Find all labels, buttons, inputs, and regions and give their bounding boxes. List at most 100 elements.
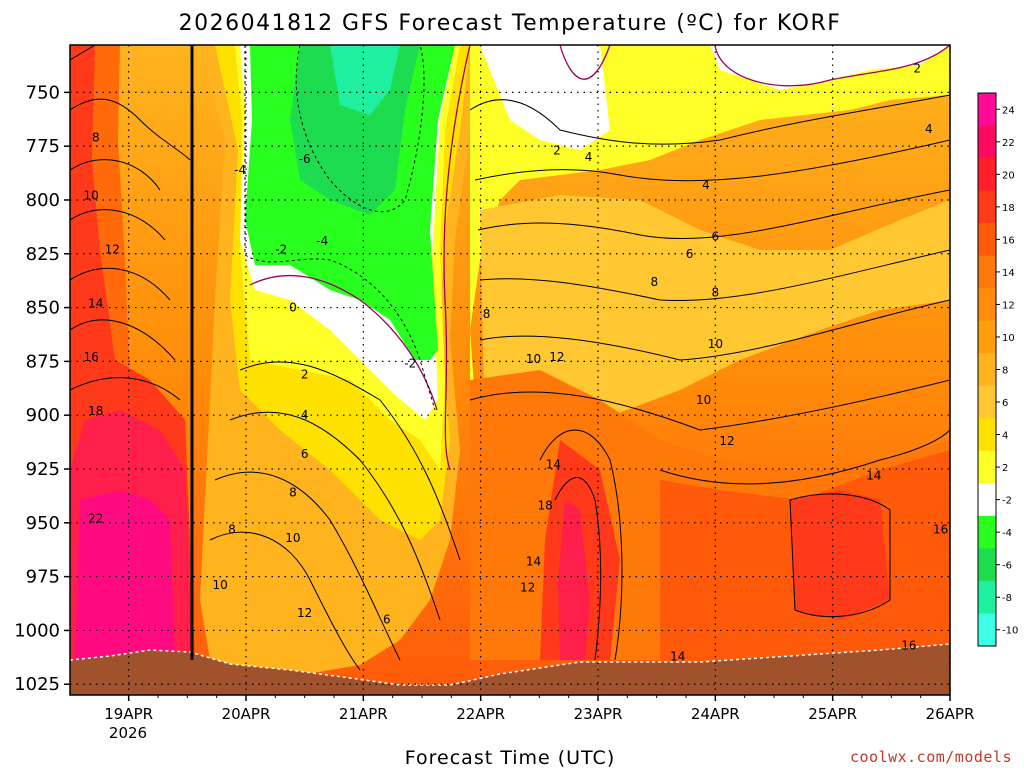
colorbar-swatch bbox=[978, 288, 996, 322]
isotherm-line bbox=[474, 139, 950, 182]
colorbar-swatch bbox=[978, 483, 996, 517]
mid-level-orange bbox=[480, 195, 950, 440]
colorbar-label: 24 bbox=[1002, 105, 1015, 116]
terrain-edge bbox=[70, 643, 950, 686]
x-tick-label: 25APR bbox=[808, 705, 857, 723]
isotherm-label: 12 bbox=[719, 434, 734, 448]
isotherm-label: 14 bbox=[670, 649, 685, 663]
isotherm-label: 10 bbox=[213, 578, 228, 592]
isotherm-label: 14 bbox=[88, 296, 103, 310]
subzero-region-3 bbox=[330, 45, 400, 115]
isotherm-label: 10 bbox=[285, 531, 300, 545]
y-tick-label: 975 bbox=[26, 567, 60, 588]
isotherm-label: 8 bbox=[289, 486, 297, 500]
isotherm-line bbox=[70, 377, 181, 401]
x-axis: 19APR 20APR 21APR 22APR 23APR 24APR 25APR 26APR bbox=[104, 695, 974, 723]
isotherm-line bbox=[214, 471, 401, 661]
isotherm-label: 8 bbox=[650, 275, 658, 289]
isotherm-line bbox=[554, 477, 602, 661]
isotherm-label: 4 bbox=[925, 122, 933, 136]
upper-level-yellow bbox=[470, 45, 950, 460]
y-tick-label: 775 bbox=[26, 136, 60, 157]
isotherm-label: 14 bbox=[866, 468, 881, 482]
isotherm-label: 16 bbox=[933, 522, 948, 536]
isotherm-label: 8 bbox=[712, 286, 720, 300]
colorbar-label: 6 bbox=[1002, 398, 1008, 409]
isotherm-label: 0 bbox=[289, 301, 297, 315]
warm-pulse-core bbox=[558, 500, 590, 660]
colorbar-label: 10 bbox=[1002, 333, 1015, 344]
isotherm-label: 8 bbox=[228, 522, 236, 536]
isotherm-label: 22 bbox=[88, 512, 103, 526]
isotherm-label: 2 bbox=[913, 62, 921, 76]
colorbar-swatch bbox=[978, 93, 996, 127]
colorbar-label: -6 bbox=[1002, 561, 1012, 572]
isotherm-line bbox=[239, 361, 461, 561]
colorbar-swatch bbox=[978, 223, 996, 257]
isotherm-line bbox=[659, 429, 950, 485]
colorbar-swatch bbox=[978, 255, 996, 289]
colorbar-swatch bbox=[978, 450, 996, 484]
isotherm-line bbox=[70, 159, 161, 191]
colorbar-swatch bbox=[978, 158, 996, 192]
isotherm-label: 12 bbox=[549, 350, 564, 364]
y-tick-label: 850 bbox=[26, 298, 60, 319]
isotherm-label: 16 bbox=[83, 350, 98, 364]
colorbar-swatch bbox=[978, 613, 996, 647]
colorbar-label: 18 bbox=[1002, 203, 1015, 214]
isotherm-line bbox=[209, 531, 361, 671]
x-tick-label: 24APR bbox=[691, 705, 740, 723]
isotherm-label: -2 bbox=[404, 357, 416, 371]
isotherm-label: -4 bbox=[234, 163, 246, 177]
isotherm-line bbox=[559, 45, 611, 80]
colorbar-label: 22 bbox=[1002, 138, 1015, 149]
x-tick-label: 26APR bbox=[926, 705, 975, 723]
colorbar-label: 12 bbox=[1002, 300, 1015, 311]
isotherm-label: 6 bbox=[686, 247, 694, 261]
y-axis: 750 775 800 825 850 875 900 925 950 975 1000 1025 bbox=[14, 82, 70, 695]
isotherm-label: 2 bbox=[301, 367, 309, 381]
x-axis-year-label: 2026 bbox=[109, 724, 147, 742]
isotherm-line bbox=[479, 249, 950, 302]
isotherm-lines bbox=[70, 45, 950, 671]
isotherm-line bbox=[70, 209, 166, 241]
colorbar-swatch bbox=[978, 515, 996, 549]
isotherm-label: 4 bbox=[585, 150, 593, 164]
isotherm-label: 4 bbox=[301, 408, 309, 422]
isotherm-label: 10 bbox=[526, 352, 541, 366]
y-tick-label: 825 bbox=[26, 244, 60, 265]
isotherm-label: 14 bbox=[526, 555, 541, 569]
x-tick-label: 20APR bbox=[222, 705, 271, 723]
x-tick-label: 19APR bbox=[104, 705, 153, 723]
isotherm-label: 6 bbox=[712, 230, 720, 244]
isotherm-label: 10 bbox=[708, 337, 723, 351]
isotherm-label: 4 bbox=[702, 178, 710, 192]
y-tick-label: 1025 bbox=[14, 674, 60, 695]
isotherm-line bbox=[70, 319, 176, 361]
isotherm-line bbox=[249, 274, 438, 411]
colorbar-label: 4 bbox=[1002, 431, 1008, 442]
isotherm-label: 8 bbox=[483, 307, 491, 321]
late-warm-core bbox=[790, 490, 890, 620]
isotherm-label: 6 bbox=[301, 447, 309, 461]
isotherm-label: 8 bbox=[92, 131, 100, 145]
colorbar-swatch bbox=[978, 418, 996, 452]
colorbar-swatch bbox=[978, 125, 996, 159]
isotherm-label: 12 bbox=[520, 580, 535, 594]
colorbar-label: 16 bbox=[1002, 235, 1015, 246]
colorbar-label: -10 bbox=[1002, 626, 1018, 637]
isotherm-line bbox=[477, 189, 950, 240]
colorbar-label: -2 bbox=[1002, 496, 1012, 507]
isotherm-line bbox=[539, 429, 623, 661]
colorbar-swatch bbox=[978, 548, 996, 582]
isotherm-line bbox=[714, 45, 950, 87]
colorbar-label: 2 bbox=[1002, 463, 1008, 474]
isotherm-line bbox=[789, 493, 891, 617]
colorbar-swatch bbox=[978, 190, 996, 224]
colorbar-label: -8 bbox=[1002, 593, 1012, 604]
credit-link[interactable]: coolwx.com/models bbox=[850, 748, 1012, 766]
colorbar: 24 22 20 18 16 14 12 10 8 6 4 2 -2 -4 -6 -8 -10 bbox=[977, 92, 1018, 647]
isotherm-label: 18 bbox=[538, 499, 553, 513]
isotherm-label: 6 bbox=[383, 613, 391, 627]
